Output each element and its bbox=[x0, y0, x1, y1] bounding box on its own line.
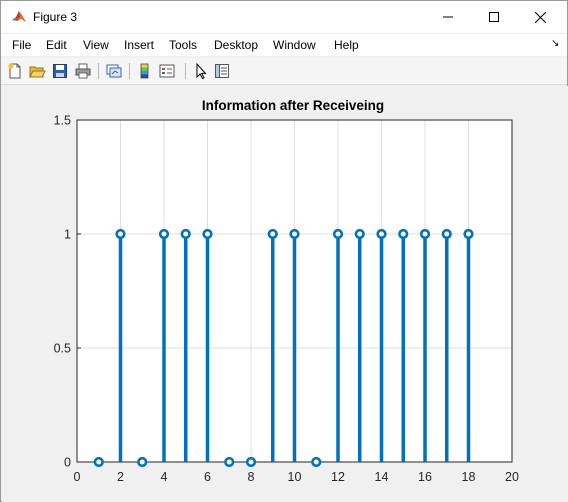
y-tick-label: 1.5 bbox=[54, 114, 71, 128]
stem-marker[interactable] bbox=[137, 456, 148, 468]
stem-marker[interactable] bbox=[419, 228, 431, 240]
matlab-logo-icon bbox=[12, 11, 26, 22]
toolbar-separator bbox=[98, 63, 99, 79]
stem-marker[interactable] bbox=[441, 228, 452, 240]
menu-tools[interactable]: Tools bbox=[169, 38, 198, 52]
maximize-icon bbox=[489, 12, 499, 22]
menu-file[interactable]: File bbox=[12, 38, 32, 52]
maximize-button[interactable] bbox=[471, 1, 517, 33]
stem-marker[interactable] bbox=[115, 228, 126, 240]
stem-marker[interactable] bbox=[289, 228, 300, 240]
x-tick-label: 20 bbox=[505, 470, 519, 484]
insert-colorbar-icon[interactable] bbox=[136, 62, 154, 80]
stem-marker[interactable] bbox=[267, 228, 278, 240]
figure-toolbar bbox=[1, 58, 567, 85]
minimize-button[interactable] bbox=[425, 1, 471, 33]
y-tick-label: 0 bbox=[64, 456, 71, 470]
x-tick-label: 12 bbox=[331, 470, 345, 484]
x-tick-label: 6 bbox=[204, 470, 211, 484]
stem-marker[interactable] bbox=[398, 228, 409, 240]
link-plot-icon[interactable] bbox=[105, 62, 123, 80]
x-tick-label: 2 bbox=[117, 470, 124, 484]
x-tick-label: 4 bbox=[161, 470, 168, 484]
figure-canvas: 0 2 4 6 8 10 12 14 16 18 20 0 0.5 1 1.5 Information aft… bbox=[2, 86, 568, 502]
close-button[interactable] bbox=[517, 1, 563, 33]
stem-marker[interactable] bbox=[332, 228, 344, 240]
x-tick-label: 8 bbox=[248, 470, 255, 484]
new-figure-icon[interactable] bbox=[6, 62, 24, 80]
stem-marker[interactable] bbox=[245, 456, 257, 468]
stem-marker[interactable] bbox=[93, 456, 104, 468]
menu-edit[interactable]: Edit bbox=[46, 38, 67, 52]
y-tick-label: 0.5 bbox=[54, 342, 71, 356]
property-inspector-icon[interactable] bbox=[213, 62, 231, 80]
y-tick-label: 1 bbox=[64, 228, 71, 242]
toolbar-separator bbox=[129, 63, 130, 79]
title-bar[interactable]: Figure 3 bbox=[1, 1, 567, 33]
stem-marker[interactable] bbox=[463, 228, 474, 240]
menu-insert[interactable]: Insert bbox=[124, 38, 155, 52]
edit-plot-icon[interactable] bbox=[192, 62, 210, 80]
stem-marker[interactable] bbox=[354, 228, 365, 240]
save-icon[interactable] bbox=[51, 62, 69, 80]
window-title: Figure 3 bbox=[33, 10, 78, 24]
menu-desktop[interactable]: Desktop bbox=[214, 38, 259, 52]
x-tick-label: 14 bbox=[375, 470, 389, 484]
stem-marker[interactable] bbox=[311, 456, 322, 468]
minimize-icon bbox=[443, 16, 453, 18]
stem-marker[interactable] bbox=[224, 456, 235, 468]
x-tick-label: 10 bbox=[288, 470, 302, 484]
menu-window[interactable]: Window bbox=[273, 38, 316, 52]
close-icon bbox=[534, 11, 546, 23]
chart-title: Information after Receiveing bbox=[202, 98, 384, 113]
x-tick-label: 18 bbox=[462, 470, 476, 484]
menu-bar: File Edit View Insert Tools Desktop Wind… bbox=[1, 34, 567, 56]
dock-figure-icon[interactable]: ↘ bbox=[551, 38, 560, 49]
stem-marker[interactable] bbox=[180, 228, 191, 240]
stem-marker[interactable] bbox=[202, 228, 213, 240]
stem-marker[interactable] bbox=[158, 228, 170, 240]
menu-help[interactable]: Help bbox=[334, 38, 359, 52]
x-tick-label: 0 bbox=[74, 470, 81, 484]
insert-legend-icon[interactable] bbox=[158, 62, 176, 80]
menu-view[interactable]: View bbox=[83, 38, 109, 52]
open-file-icon[interactable] bbox=[28, 62, 46, 80]
x-tick-label: 16 bbox=[418, 470, 432, 484]
print-icon[interactable] bbox=[74, 62, 92, 80]
stem-marker[interactable] bbox=[376, 228, 387, 240]
toolbar-separator bbox=[185, 63, 186, 79]
stem-plot[interactable]: 0 2 4 6 8 10 12 14 16 18 20 0 0.5 1 1.5 Information aft… bbox=[2, 86, 568, 502]
